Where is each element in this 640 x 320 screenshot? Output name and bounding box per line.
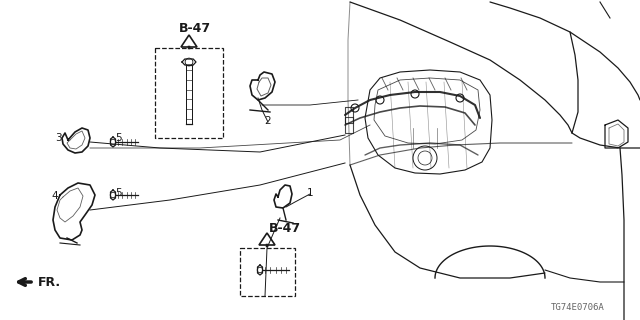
Text: 4: 4: [52, 191, 58, 201]
Text: 5: 5: [115, 188, 122, 198]
Text: 3: 3: [54, 133, 61, 143]
Bar: [240, 248, 295, 296]
Text: FR.: FR.: [38, 276, 61, 289]
Bar: [155, 48, 223, 138]
Text: 2: 2: [265, 116, 271, 126]
Text: B-47: B-47: [269, 221, 301, 235]
Text: 1: 1: [307, 188, 314, 198]
Text: B-47: B-47: [179, 21, 211, 35]
Text: TG74E0706A: TG74E0706A: [551, 302, 605, 311]
Polygon shape: [181, 35, 197, 47]
Polygon shape: [259, 233, 275, 245]
Text: 5: 5: [115, 133, 122, 143]
